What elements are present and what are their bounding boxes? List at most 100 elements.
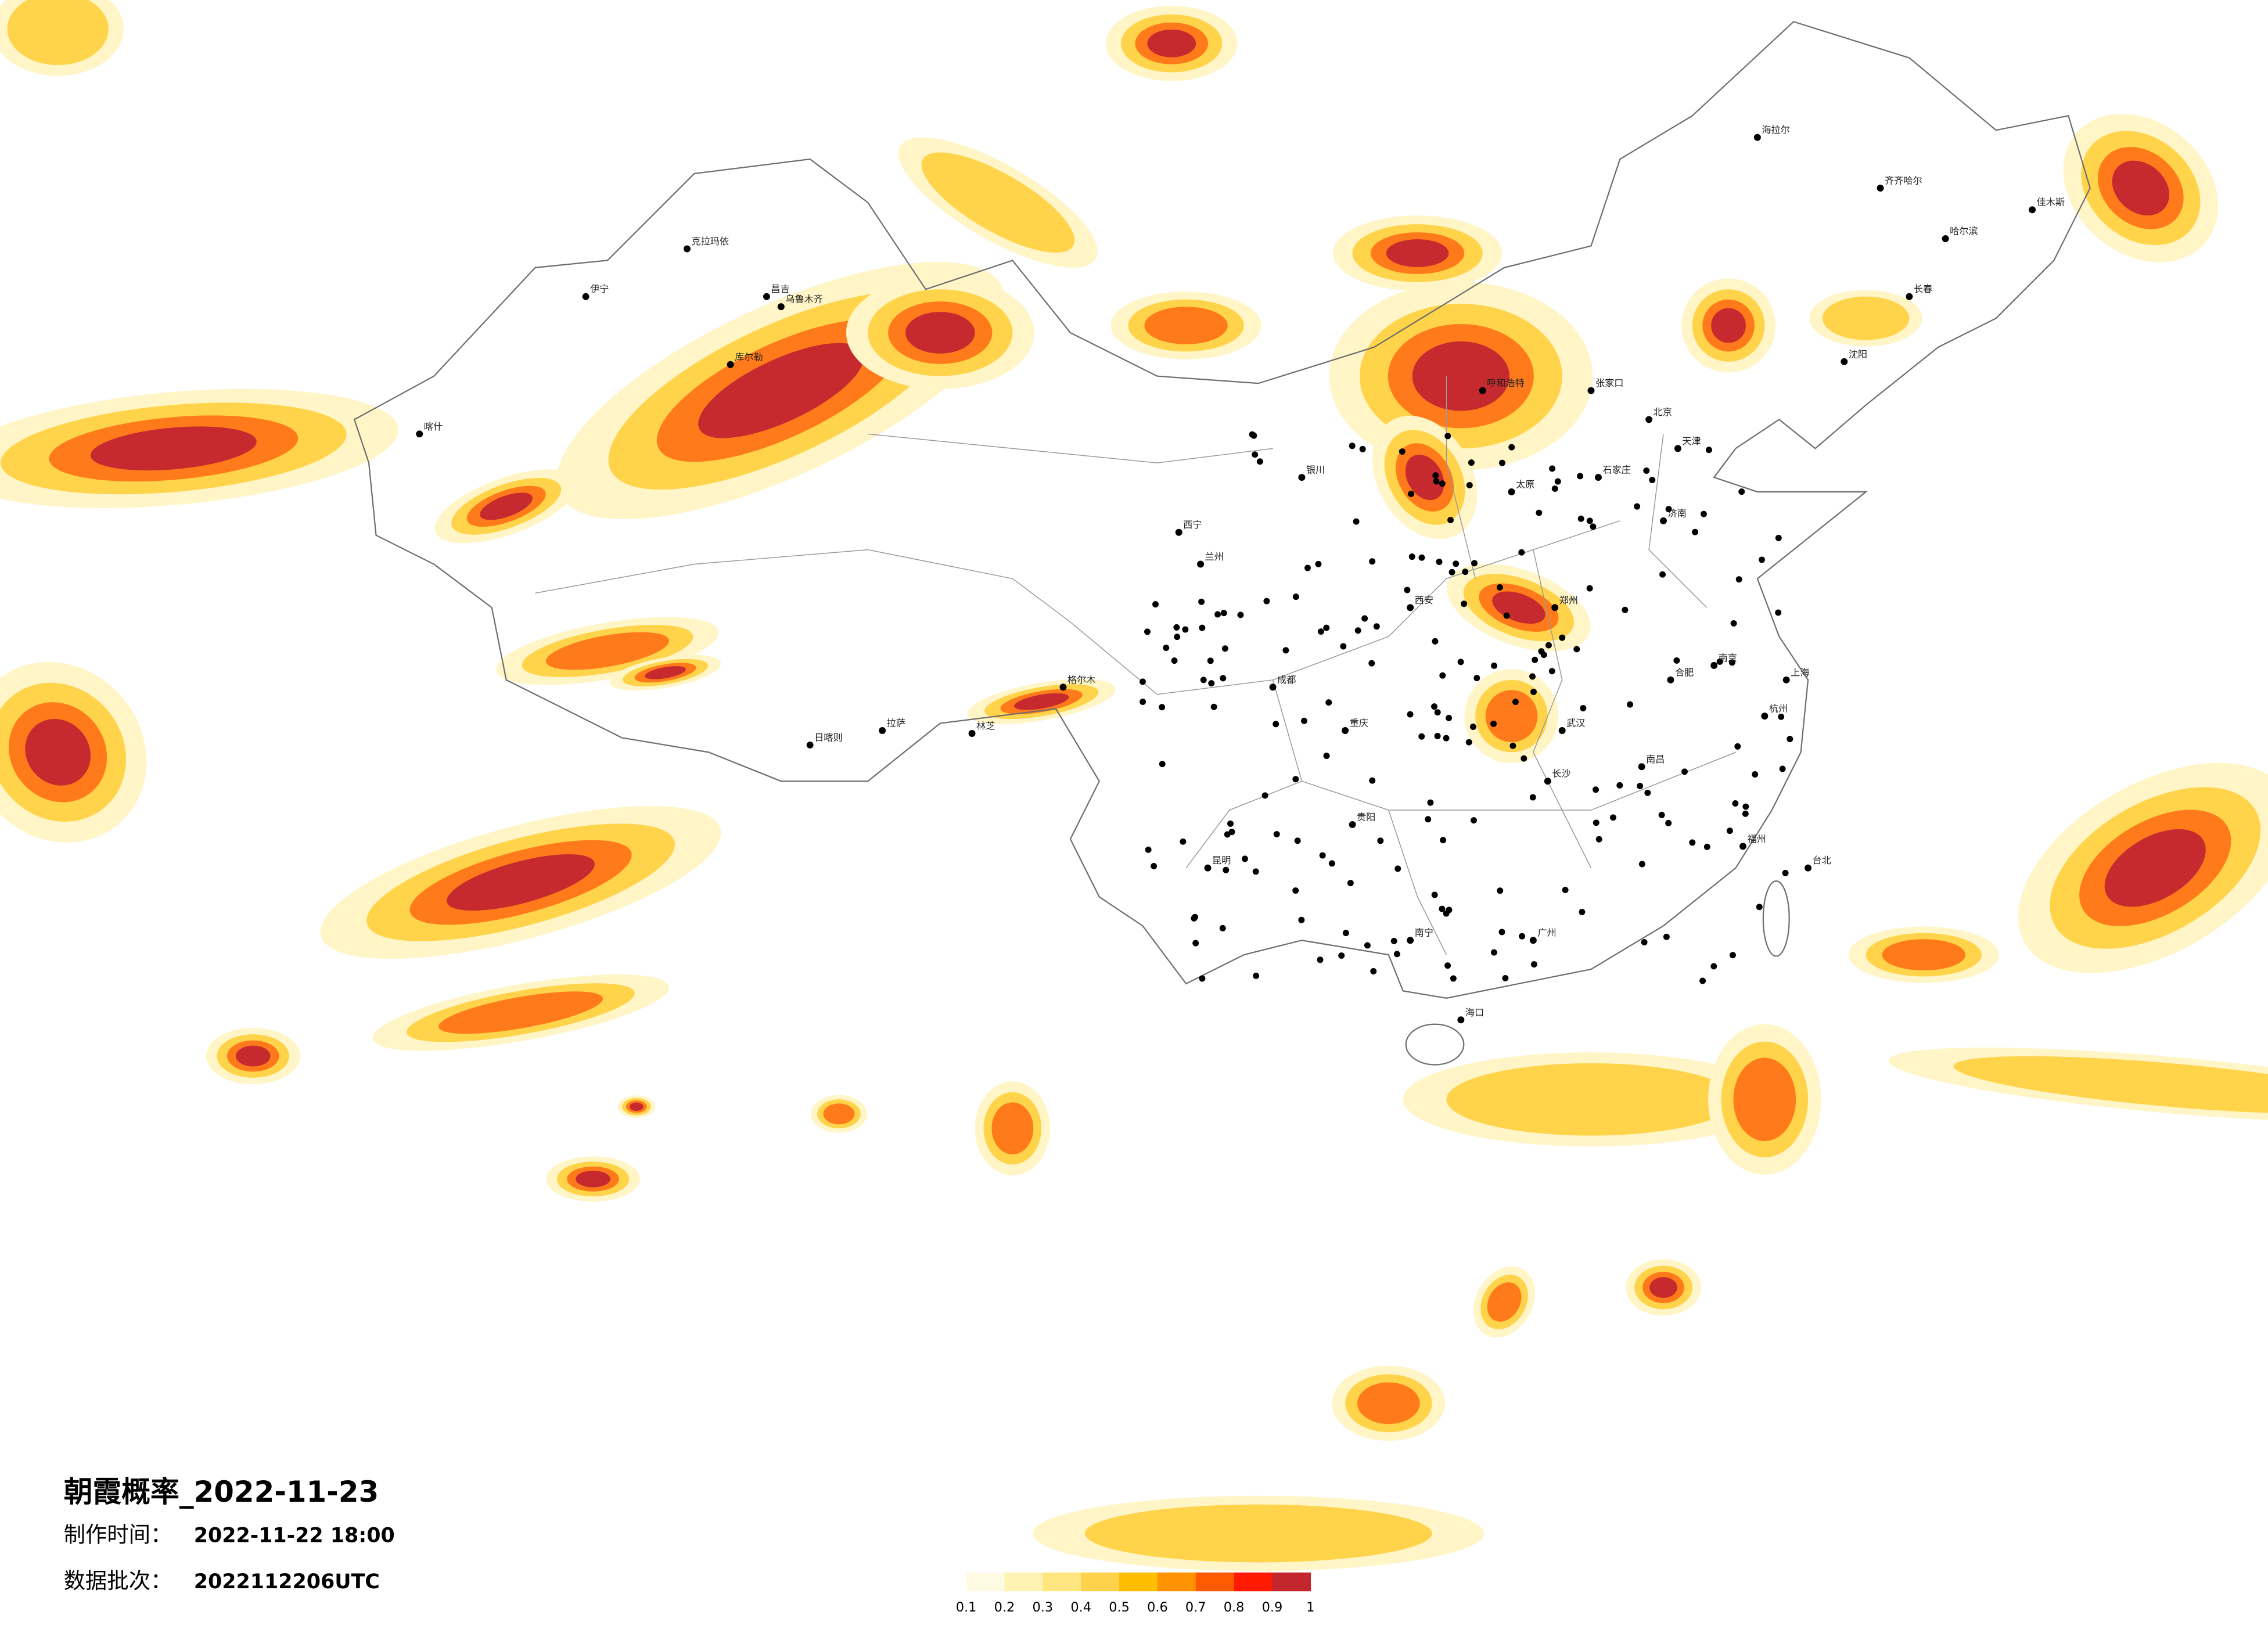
city-label: 福州 — [1747, 833, 1766, 844]
station-dot — [1377, 837, 1384, 844]
station-dot — [1545, 642, 1552, 649]
city-dot — [1942, 235, 1949, 243]
probability-field — [0, 0, 2268, 1571]
city-dot — [1558, 727, 1566, 734]
station-dot — [1554, 478, 1561, 485]
city-label: 南宁 — [1415, 927, 1433, 938]
probability-patch — [1822, 296, 1910, 340]
city-dot — [1508, 488, 1515, 495]
hainan — [1405, 1023, 1465, 1066]
station-dot — [1338, 952, 1345, 959]
station-dot — [1432, 638, 1439, 645]
station-dot — [1689, 839, 1696, 846]
station-dot — [1439, 905, 1446, 912]
probability-patch — [698, 343, 864, 438]
station-dot — [1399, 448, 1406, 455]
city-dot — [1782, 676, 1790, 684]
station-dot — [1577, 473, 1584, 480]
station-dot — [1730, 620, 1737, 627]
station-dot — [1393, 951, 1400, 958]
city-dot — [1877, 184, 1884, 192]
station-dot — [1263, 598, 1270, 605]
legend-tick-label: 0.5 — [1109, 1600, 1130, 1615]
station-dot — [1448, 569, 1455, 575]
station-dot — [1663, 933, 1670, 940]
station-dot — [1292, 593, 1299, 600]
legend-swatch — [1043, 1572, 1081, 1592]
probability-patch — [629, 1102, 644, 1111]
station-dot — [1529, 794, 1536, 801]
city-label: 齐齐哈尔 — [1885, 175, 1922, 186]
station-dot — [1439, 672, 1446, 679]
station-dot — [1637, 782, 1644, 789]
probability-patch — [645, 666, 686, 679]
city-dot — [1175, 528, 1182, 536]
city-label: 海拉尔 — [1762, 124, 1790, 135]
probability-patch — [1711, 308, 1746, 343]
station-dot — [1726, 828, 1733, 834]
city-dot — [1204, 864, 1212, 872]
city-label: 昆明 — [1212, 855, 1231, 866]
station-dot — [1443, 735, 1450, 742]
probability-patch — [1386, 239, 1449, 267]
station-dot — [1427, 799, 1434, 806]
probability-patch — [1147, 29, 1196, 57]
station-dot — [1453, 560, 1460, 567]
station-dot — [1432, 472, 1439, 479]
city-label: 海口 — [1465, 1007, 1484, 1018]
city-dot — [1710, 661, 1718, 669]
probability-patch — [905, 312, 975, 354]
province-lines — [535, 376, 1736, 955]
probability-patch — [1487, 1282, 1522, 1322]
station-dot — [1521, 755, 1527, 762]
legend-swatch — [966, 1572, 1005, 1592]
station-dot — [1548, 668, 1555, 675]
station-dot — [1586, 585, 1593, 592]
probability-patch — [823, 1103, 855, 1125]
city-dot — [1059, 684, 1067, 691]
city-label: 沈阳 — [1849, 348, 1867, 359]
station-dot — [1538, 648, 1545, 655]
probability-patch — [7, 0, 109, 66]
city-label: 西宁 — [1183, 519, 1202, 530]
station-dot — [1323, 753, 1330, 759]
station-dot — [1390, 938, 1397, 945]
city-label: 杭州 — [1769, 703, 1788, 714]
city-label: 南昌 — [1646, 754, 1665, 765]
station-dot — [1140, 699, 1146, 705]
city-label: 武汉 — [1566, 718, 1585, 729]
probability-patch — [1144, 307, 1228, 344]
station-dot — [1253, 972, 1260, 979]
station-dot — [1418, 554, 1425, 561]
city-dot — [1753, 134, 1761, 141]
station-dot — [1641, 939, 1648, 946]
probability-patch — [447, 854, 595, 911]
station-dot — [1221, 645, 1228, 652]
probability-patch — [1953, 1056, 2268, 1114]
station-dot — [1444, 962, 1451, 969]
city-dot — [416, 430, 423, 438]
station-dot — [1710, 963, 1717, 970]
station-dot — [1282, 647, 1289, 654]
station-dot — [1498, 929, 1505, 936]
station-dot — [1468, 459, 1475, 466]
city-dot — [1739, 843, 1746, 850]
station-dot — [1529, 673, 1536, 680]
station-dot — [1294, 837, 1301, 844]
probability-patch — [1733, 1057, 1796, 1141]
city-label: 伊宁 — [590, 283, 609, 294]
city-label: 太原 — [1516, 479, 1534, 490]
city-dot — [1269, 684, 1277, 691]
station-dots — [1139, 431, 1793, 984]
station-dot — [1638, 861, 1645, 868]
batch: 2022112206UTC — [194, 1570, 380, 1593]
station-dot — [1465, 739, 1472, 746]
station-dot — [1418, 733, 1425, 740]
station-dot — [1315, 560, 1322, 567]
station-dot — [1220, 675, 1227, 682]
legend-swatch — [1272, 1572, 1311, 1592]
city-label: 长春 — [1914, 283, 1932, 294]
station-dot — [1490, 662, 1497, 669]
station-dot — [1354, 627, 1361, 634]
city-label: 格尔木 — [1067, 674, 1096, 685]
